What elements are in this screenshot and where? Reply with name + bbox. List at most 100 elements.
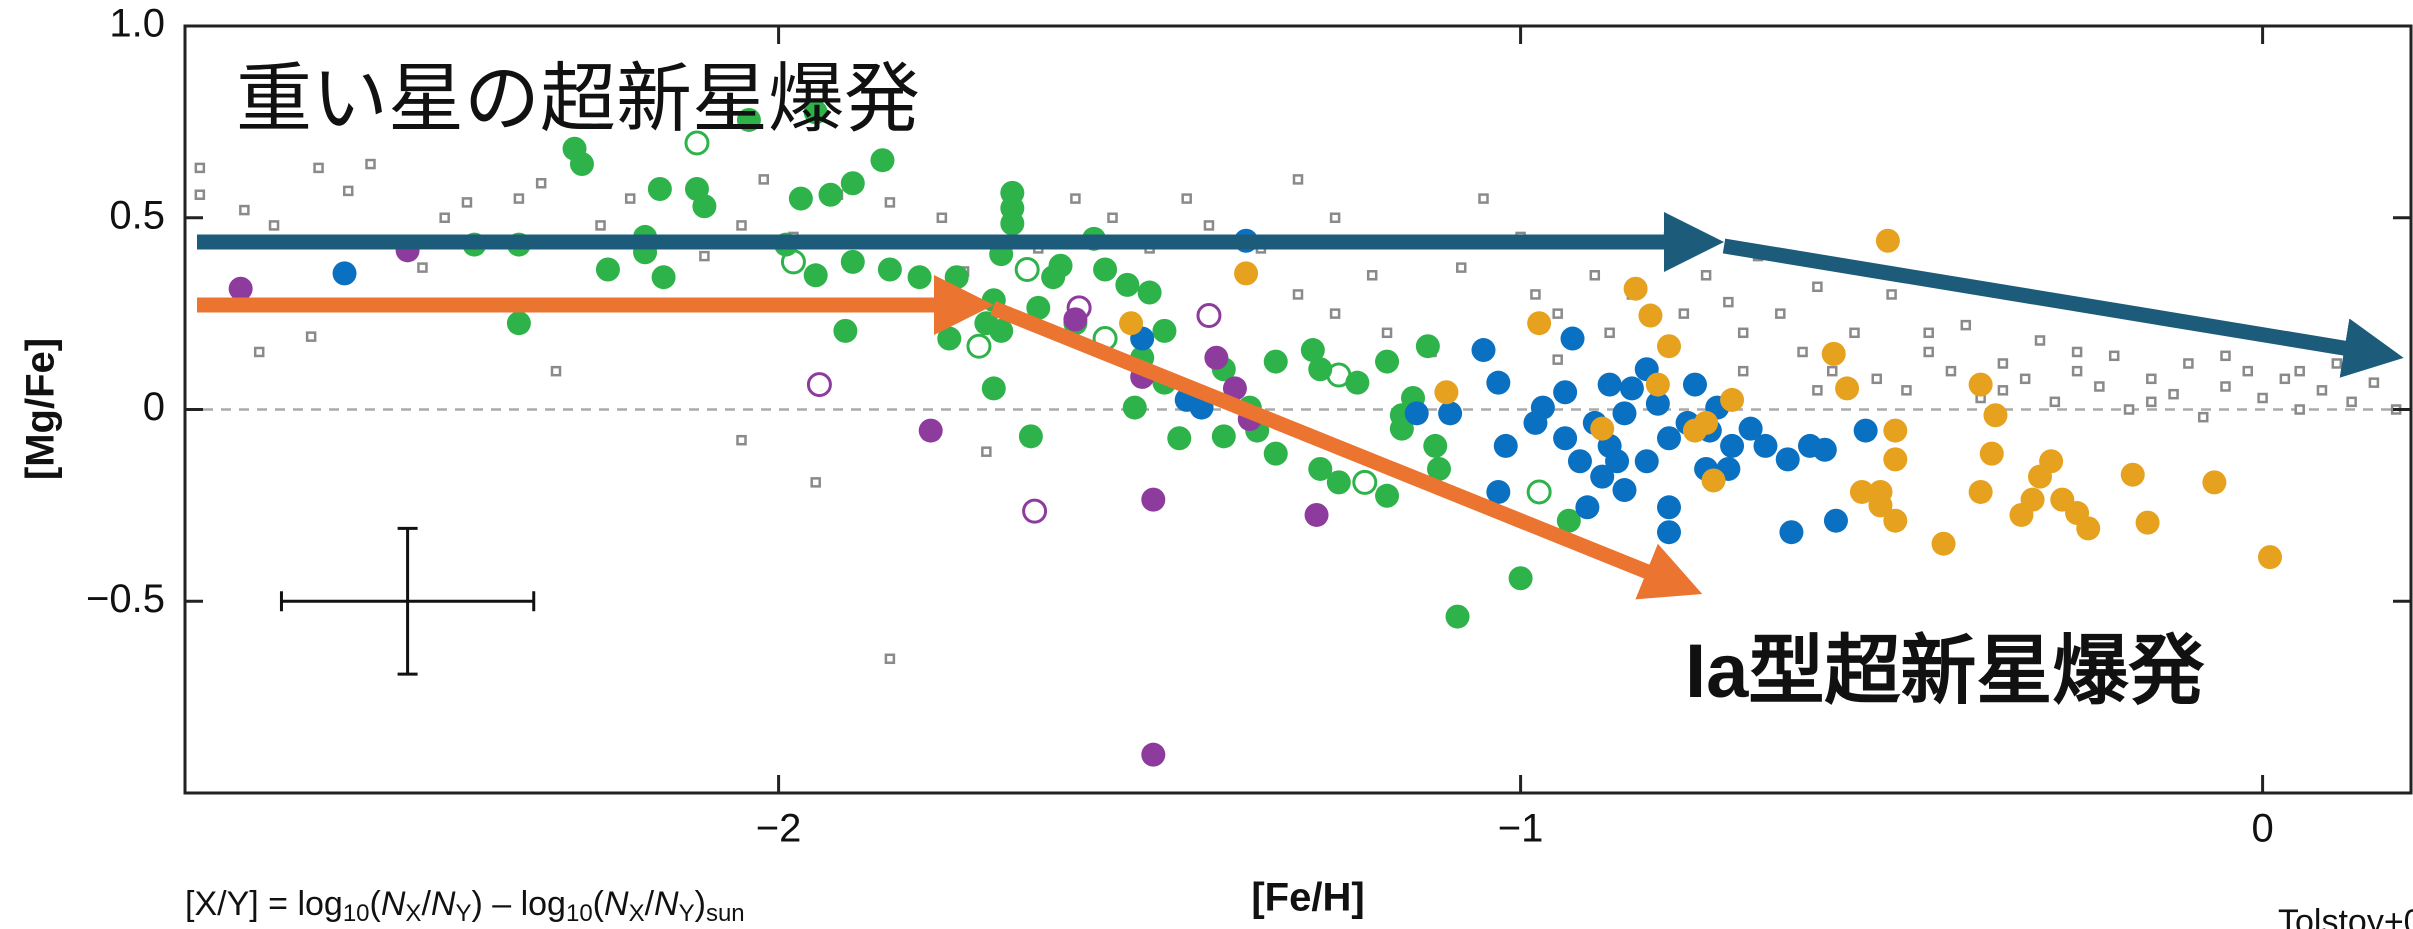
point <box>907 265 932 290</box>
point <box>2135 510 2160 535</box>
point <box>2108 350 2120 362</box>
point <box>1404 401 1429 426</box>
source: Tolstoy+09 <box>2278 903 2413 929</box>
point <box>1292 289 1304 300</box>
point <box>1022 498 1048 524</box>
point <box>1960 319 1972 331</box>
point <box>788 186 813 211</box>
point <box>439 212 450 223</box>
point <box>2049 396 2061 408</box>
point <box>884 653 896 665</box>
point <box>1883 447 1908 472</box>
point <box>1923 327 1934 339</box>
point <box>1835 376 1860 401</box>
point <box>1657 495 1681 520</box>
point <box>1119 311 1144 336</box>
point <box>2071 365 2083 377</box>
point <box>342 185 354 197</box>
point <box>417 262 428 273</box>
point <box>2258 545 2283 570</box>
point <box>1720 387 1745 412</box>
point <box>2076 516 2101 541</box>
point <box>1014 257 1040 283</box>
point <box>1812 385 1823 396</box>
point <box>1612 401 1637 426</box>
point <box>1623 276 1648 301</box>
point <box>2220 350 2231 362</box>
formula-part: sun <box>706 900 745 927</box>
point <box>1720 433 1745 458</box>
point <box>1292 174 1304 185</box>
point <box>1875 228 1900 253</box>
point <box>1556 508 1581 533</box>
point <box>1657 520 1681 545</box>
y-tick-label: 1.0 <box>109 2 165 46</box>
point <box>535 177 547 189</box>
x-tick-label: 0 <box>2251 807 2273 851</box>
point <box>1000 211 1025 236</box>
point <box>2197 411 2209 423</box>
x-tick-label: −1 <box>1498 807 1544 851</box>
point <box>1093 257 1118 282</box>
point <box>1812 437 1837 462</box>
point <box>1352 469 1378 495</box>
series <box>806 295 1222 524</box>
point <box>1590 416 1615 441</box>
point <box>1211 424 1236 449</box>
formula: [X/Y] = log10(NX/NY) – log10(NX/NY)sun <box>185 885 745 927</box>
point <box>818 182 843 207</box>
point <box>1530 289 1541 300</box>
point <box>2183 358 2194 369</box>
point <box>1560 326 1585 351</box>
point <box>1141 487 1166 512</box>
point <box>1682 418 1707 443</box>
annotation: 重い星の超新星爆発 <box>236 57 920 142</box>
point <box>803 100 828 125</box>
point <box>1868 493 1893 518</box>
formula-part: Y <box>679 900 695 927</box>
point <box>1968 479 1993 504</box>
point <box>840 171 865 196</box>
point <box>1527 311 1552 336</box>
point <box>1737 327 1749 339</box>
point <box>981 446 992 457</box>
point <box>1329 308 1341 319</box>
point <box>699 250 710 262</box>
point <box>1508 566 1533 591</box>
point <box>1415 334 1440 359</box>
point <box>1634 449 1659 474</box>
point <box>2146 373 2157 385</box>
point <box>1263 441 1288 466</box>
point <box>1345 370 1370 395</box>
point <box>736 107 761 132</box>
point <box>1304 502 1329 527</box>
point <box>1678 308 1690 319</box>
point <box>313 162 324 174</box>
formula-part: ( <box>370 885 382 923</box>
point <box>966 333 992 359</box>
point <box>1779 520 1804 545</box>
point <box>194 162 206 174</box>
series <box>228 238 1329 767</box>
point <box>2294 365 2305 377</box>
point <box>1445 604 1470 629</box>
point <box>1983 403 2008 428</box>
formula-part: 10 <box>566 900 593 927</box>
point <box>1812 281 1823 293</box>
point <box>1115 272 1140 297</box>
point <box>1326 470 1351 495</box>
point <box>1619 376 1644 401</box>
point <box>1300 338 1325 363</box>
annotation: Ia型超新星爆発 <box>1685 629 2205 714</box>
point <box>1426 456 1451 481</box>
point <box>1638 303 1663 328</box>
point <box>1478 193 1489 204</box>
formula-part: ) – log <box>471 885 566 923</box>
point <box>1048 253 1073 278</box>
point <box>2346 396 2357 408</box>
point <box>936 212 948 223</box>
point <box>2368 377 2380 388</box>
point <box>569 152 594 177</box>
point <box>1137 280 1162 305</box>
point <box>1329 212 1341 223</box>
